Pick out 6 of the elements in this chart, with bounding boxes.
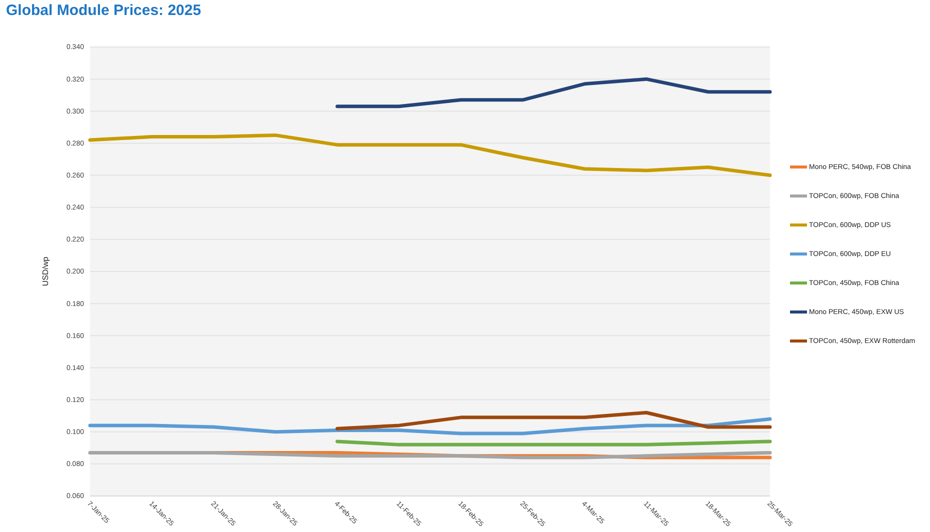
chart-title: Global Module Prices: 2025 bbox=[6, 2, 202, 19]
y-axis-title: USD/wp bbox=[41, 256, 50, 286]
line-series bbox=[336, 77, 772, 108]
line-series bbox=[336, 410, 772, 430]
line-series bbox=[88, 417, 772, 436]
line-series bbox=[88, 133, 772, 178]
